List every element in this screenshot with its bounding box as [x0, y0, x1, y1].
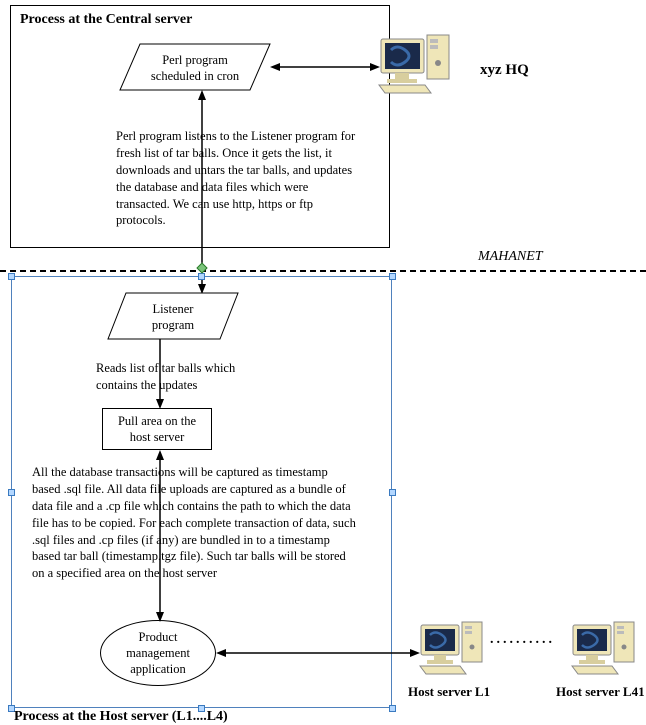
arrow-pull-ellipse: [153, 450, 167, 622]
product-ellipse: Productmanagementapplication: [100, 620, 216, 686]
server2-label: Host server L41: [556, 684, 645, 700]
selection-handle[interactable]: [8, 489, 15, 496]
central-title: Process at the Central server: [20, 12, 192, 28]
arrow-ellipse-computer: [216, 646, 420, 660]
hq-label: xyz HQ: [480, 62, 529, 79]
selection-handle[interactable]: [8, 273, 15, 280]
selection-handle[interactable]: [389, 489, 396, 496]
arrow-listener-pull: [153, 339, 167, 409]
server1-label: Host server L1: [408, 684, 490, 700]
reads-description: Reads list of tar balls which contains t…: [96, 360, 278, 394]
perl-program-label: Perl programscheduled in cron: [136, 52, 254, 85]
network-divider: [0, 270, 646, 272]
pull-area-text: Pull area on thehost server: [118, 413, 196, 446]
product-ellipse-text: Productmanagementapplication: [126, 629, 190, 678]
listener-text: Listenerprogram: [152, 302, 194, 332]
ellipsis-dots: ..........: [490, 632, 555, 648]
host-title: Process at the Host server (L1....L4): [14, 709, 228, 725]
selection-handle[interactable]: [389, 273, 396, 280]
arrow-central-computer: [270, 60, 380, 74]
mahanet-label: MAHANET: [478, 249, 543, 265]
host-description: All the database transactions will be ca…: [32, 464, 357, 582]
selection-handle[interactable]: [389, 705, 396, 712]
central-desc-text: Perl program listens to the Listener pro…: [116, 129, 355, 227]
listener-label: Listenerprogram: [128, 301, 218, 334]
pull-area-box: Pull area on thehost server: [102, 408, 212, 450]
perl-program-text: Perl programscheduled in cron: [151, 53, 239, 83]
host-desc-text: All the database transactions will be ca…: [32, 465, 356, 580]
central-description: Perl program listens to the Listener pro…: [116, 128, 358, 229]
